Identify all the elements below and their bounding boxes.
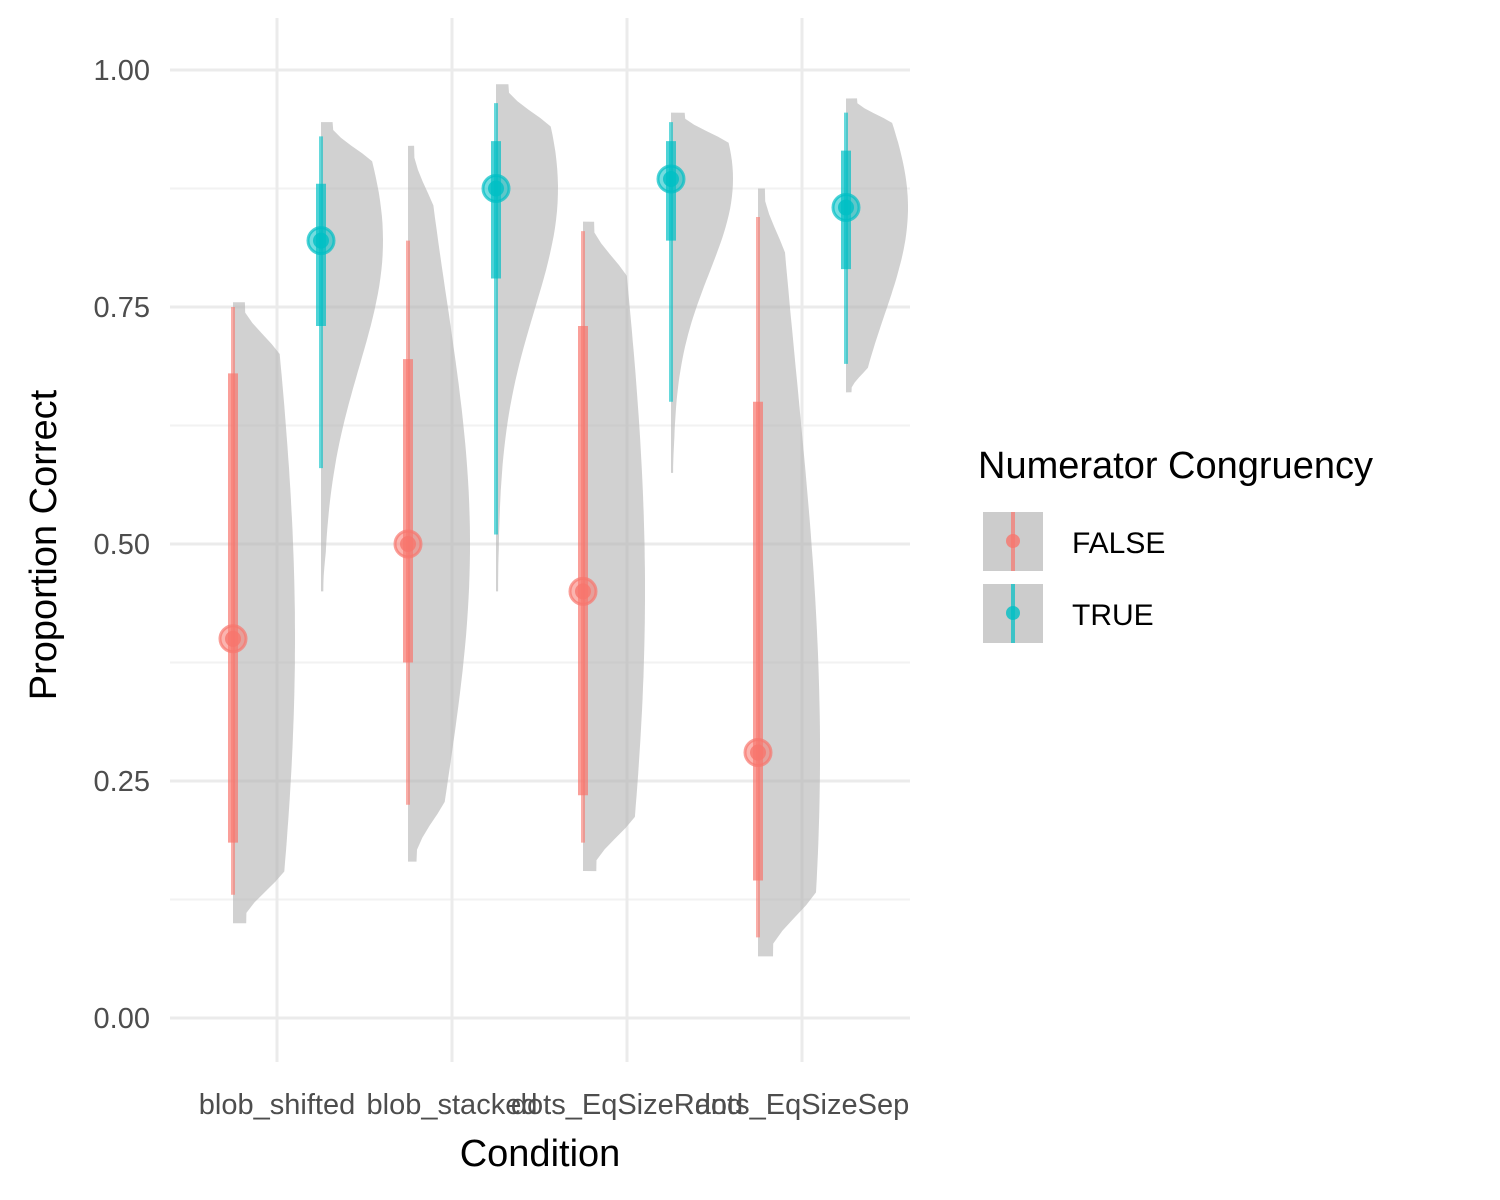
density-cloud: [321, 122, 383, 592]
median-point-core: [400, 536, 416, 552]
y-tick-label: 0.75: [94, 292, 150, 324]
x-tick-label: blob_shifted: [199, 1089, 355, 1121]
legend-key-point: [1006, 606, 1020, 620]
median-point-core: [663, 171, 679, 188]
density-cloud: [408, 145, 470, 862]
y-axis-title: Proportion Correct: [23, 389, 65, 700]
x-tick-label: dots_EqSizeRand: [511, 1089, 743, 1121]
median-point-core: [575, 583, 591, 600]
density-cloud: [671, 112, 733, 473]
legend: Numerator Congruency FALSE TRUE: [978, 445, 1373, 643]
legend-key-point: [1006, 534, 1020, 548]
legend-title: Numerator Congruency: [978, 445, 1373, 487]
y-tick-label: 0.25: [94, 766, 150, 798]
legend-keys: FALSE TRUE: [983, 512, 1165, 643]
x-tick-label: blob_stacked: [367, 1089, 538, 1121]
median-point-core: [313, 232, 329, 249]
median-point-core: [750, 744, 766, 761]
density-cloud: [758, 188, 820, 957]
x-tick-label: dots_EqSizeSep: [695, 1089, 909, 1121]
y-tick-label: 0.50: [94, 529, 150, 561]
density-cloud: [233, 302, 295, 924]
y-tick-label: 1.00: [94, 55, 150, 87]
legend-label: FALSE: [1072, 527, 1165, 560]
y-axis-ticks: 0.00 0.25 0.50 0.75 1.00: [94, 55, 150, 1035]
median-point-core: [225, 630, 241, 647]
x-axis-title: Condition: [460, 1133, 621, 1175]
interval-marks: [218, 103, 861, 938]
density-clouds: [233, 84, 908, 957]
median-point-core: [488, 180, 504, 197]
density-cloud: [846, 98, 908, 393]
y-tick-label: 0.00: [94, 1003, 150, 1035]
density-cloud: [583, 221, 645, 872]
density-cloud: [496, 84, 558, 592]
x-axis-ticks: blob_shifted blob_stackeddots_EqSizeRandd…: [199, 1089, 909, 1121]
legend-label: TRUE: [1072, 599, 1154, 632]
median-point-core: [838, 199, 854, 216]
